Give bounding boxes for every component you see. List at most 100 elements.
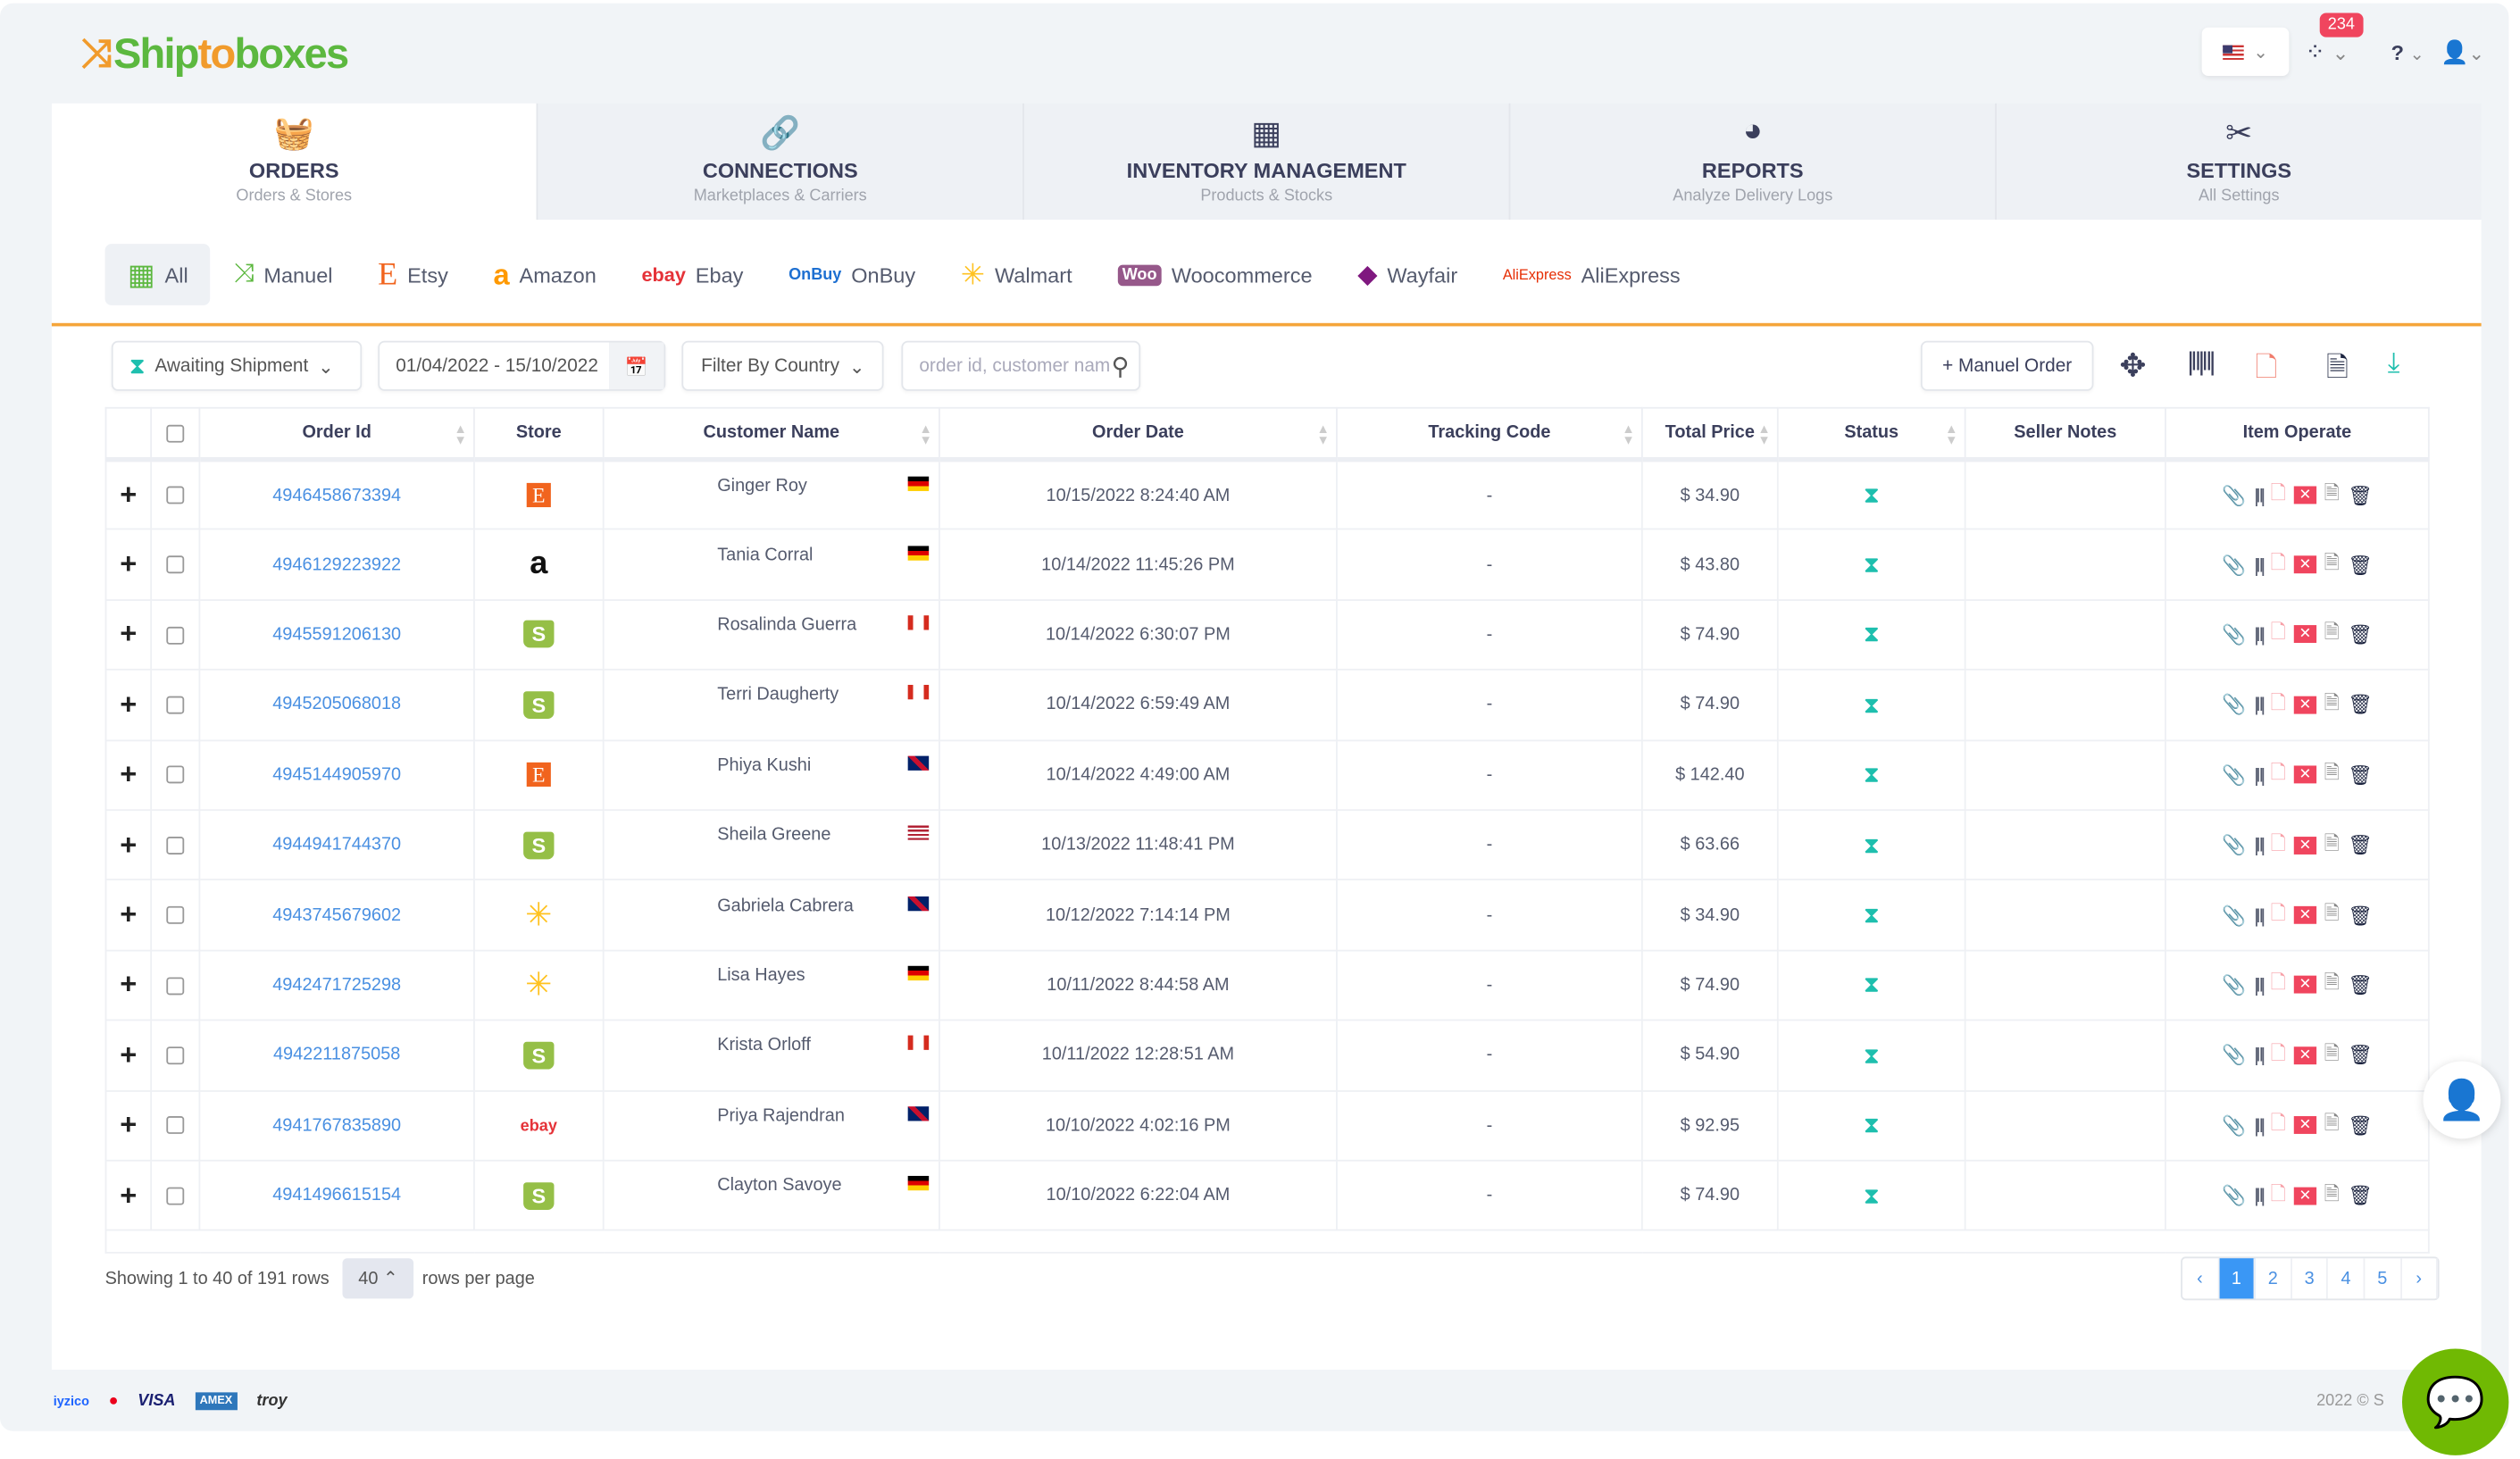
order-id-link[interactable]: 4945591206130 bbox=[198, 598, 475, 671]
file-icon[interactable]: 🗎 bbox=[2324, 1041, 2341, 1064]
file-icon[interactable]: 🗎 bbox=[2324, 830, 2341, 855]
attach-icon[interactable]: 📎 bbox=[2222, 973, 2247, 997]
store-tab-onbuy[interactable]: OnBuy OnBuy bbox=[789, 262, 916, 288]
barcode-icon[interactable]: |‖| bbox=[2254, 1184, 2265, 1207]
store-tab-walmart[interactable]: ✳ Walmart bbox=[960, 257, 1072, 290]
cancel-icon[interactable]: ✕ bbox=[2294, 765, 2316, 784]
page-button[interactable]: 5 bbox=[2365, 1258, 2402, 1299]
barcode-icon[interactable]: |‖| bbox=[2254, 553, 2265, 577]
attach-icon[interactable]: 📎 bbox=[2222, 1044, 2247, 1067]
search-input[interactable]: order id, customer nam ⚲ bbox=[901, 340, 1141, 391]
file-icon[interactable]: 🗎 bbox=[2324, 901, 2341, 924]
file-icon[interactable]: 🗎 bbox=[2324, 551, 2341, 574]
expand-row-button[interactable]: + bbox=[104, 529, 153, 601]
attach-icon[interactable]: 📎 bbox=[2222, 553, 2247, 577]
store-tab-etsy[interactable]: E Etsy bbox=[378, 255, 448, 292]
delete-icon[interactable]: 🗑 bbox=[2348, 904, 2373, 927]
delete-icon[interactable]: 🗑 bbox=[2348, 1113, 2373, 1137]
expand-row-button[interactable]: + bbox=[104, 598, 153, 671]
expand-row-button[interactable]: + bbox=[104, 669, 153, 741]
barcode-icon[interactable]: |‖| bbox=[2254, 973, 2265, 997]
pdf-icon[interactable]: 🗋 bbox=[2270, 1181, 2287, 1205]
cancel-icon[interactable]: ✕ bbox=[2294, 1186, 2316, 1205]
attach-icon[interactable]: 📎 bbox=[2222, 693, 2247, 717]
page-button[interactable]: 3 bbox=[2292, 1258, 2329, 1299]
cancel-icon[interactable]: ✕ bbox=[2294, 1046, 2316, 1064]
expand-row-button[interactable]: + bbox=[104, 1019, 153, 1092]
prev-page-button[interactable]: ‹ bbox=[2182, 1258, 2219, 1299]
header-customer-name[interactable]: Customer Name ▲ ▼ bbox=[602, 406, 940, 463]
tab-settings[interactable]: ✂ SETTINGS All Settings bbox=[1997, 104, 2482, 220]
barcode-icon[interactable]: |‖| bbox=[2254, 833, 2265, 857]
expand-row-button[interactable]: + bbox=[104, 879, 153, 952]
page-button[interactable]: 4 bbox=[2328, 1258, 2366, 1299]
delete-icon[interactable]: 🗑 bbox=[2348, 623, 2373, 646]
cancel-icon[interactable]: ✕ bbox=[2294, 836, 2316, 855]
row-checkbox[interactable] bbox=[150, 669, 201, 741]
delete-icon[interactable]: 🗑 bbox=[2348, 553, 2373, 577]
language-selector[interactable]: ⌄ bbox=[2201, 27, 2290, 77]
file-icon[interactable]: 🗎 bbox=[2324, 1111, 2341, 1135]
attach-icon[interactable]: 📎 bbox=[2222, 904, 2247, 927]
row-checkbox[interactable] bbox=[150, 529, 201, 601]
order-id-link[interactable]: 4941767835890 bbox=[198, 1089, 475, 1162]
support-avatar-button[interactable]: 👤 bbox=[2423, 1061, 2501, 1139]
row-checkbox[interactable] bbox=[150, 879, 201, 952]
tab-orders[interactable]: 🧺 ORDERS Orders & Stores bbox=[51, 103, 538, 221]
chat-button[interactable]: 💬 bbox=[2401, 1348, 2509, 1455]
delete-icon[interactable]: 🗑 bbox=[2348, 833, 2373, 857]
cancel-icon[interactable]: ✕ bbox=[2294, 625, 2316, 644]
brand-logo[interactable]: ⤨ Ship to boxes bbox=[80, 29, 349, 78]
order-id-link[interactable]: 4942211875058 bbox=[198, 1019, 475, 1092]
pdf-icon[interactable]: 🗋 bbox=[2270, 621, 2287, 644]
tab-reports[interactable]: ◕ REPORTS Analyze Delivery Logs bbox=[1510, 103, 1997, 221]
apps-menu-button[interactable]: ⁘ ⌄ bbox=[2305, 38, 2349, 67]
select-all-checkbox[interactable] bbox=[150, 406, 201, 463]
date-range-input[interactable]: 01/04/2022 - 15/10/2022 📅 bbox=[378, 340, 666, 391]
pdf-icon[interactable]: 🗋 bbox=[2270, 481, 2287, 504]
pdf-icon[interactable]: 🗋 bbox=[2270, 1041, 2287, 1064]
order-id-link[interactable]: 4945205068018 bbox=[198, 669, 475, 741]
attach-icon[interactable]: 📎 bbox=[2222, 623, 2247, 646]
country-filter-dropdown[interactable]: Filter By Country ⌄ bbox=[681, 340, 884, 391]
cancel-icon[interactable]: ✕ bbox=[2294, 1116, 2316, 1135]
page-button[interactable]: 2 bbox=[2256, 1258, 2292, 1299]
status-filter-dropdown[interactable]: ⧗ Awaiting Shipment ⌄ bbox=[111, 340, 363, 391]
file-icon[interactable]: 🗎 bbox=[2324, 761, 2341, 784]
row-checkbox[interactable] bbox=[150, 598, 201, 671]
cancel-icon[interactable]: ✕ bbox=[2294, 905, 2316, 924]
row-checkbox[interactable] bbox=[150, 809, 201, 881]
delete-icon[interactable]: 🗑 bbox=[2348, 973, 2373, 997]
delete-icon[interactable]: 🗑 bbox=[2348, 693, 2373, 717]
page-size-select[interactable]: 40 ⌃ bbox=[342, 1258, 414, 1299]
row-checkbox[interactable] bbox=[150, 1089, 201, 1162]
manual-order-button[interactable]: + Manuel Order bbox=[1920, 340, 2094, 391]
expand-row-button[interactable]: + bbox=[104, 458, 153, 531]
pdf-icon[interactable]: 🗋 bbox=[2270, 761, 2287, 784]
delete-icon[interactable]: 🗑 bbox=[2348, 484, 2373, 507]
expand-row-button[interactable]: + bbox=[104, 809, 153, 881]
attach-icon[interactable]: 📎 bbox=[2222, 1184, 2247, 1207]
cancel-icon[interactable]: ✕ bbox=[2294, 486, 2316, 504]
row-checkbox[interactable] bbox=[150, 738, 201, 812]
order-id-link[interactable]: 4942471725298 bbox=[198, 949, 475, 1021]
expand-row-button[interactable]: + bbox=[104, 1089, 153, 1162]
pdf-icon[interactable]: 🗋 bbox=[2270, 1111, 2287, 1135]
tab-inventory[interactable]: ▦ INVENTORY MANAGEMENT Products & Stocks bbox=[1024, 103, 1511, 221]
attach-icon[interactable]: 📎 bbox=[2222, 1113, 2247, 1137]
file-icon[interactable]: 🗎 bbox=[2324, 621, 2341, 644]
barcode-icon[interactable]: |‖| bbox=[2254, 904, 2265, 927]
pdf-icon[interactable]: 🗋 bbox=[2270, 971, 2287, 995]
cancel-icon[interactable]: ✕ bbox=[2294, 976, 2316, 995]
order-id-link[interactable]: 4944941744370 bbox=[198, 809, 475, 881]
store-tab-amazon[interactable]: a Amazon bbox=[493, 257, 597, 290]
cancel-icon[interactable]: ✕ bbox=[2294, 555, 2316, 574]
barcode-icon[interactable]: |‖| bbox=[2254, 763, 2265, 787]
barcode-icon[interactable]: |‖|‖| bbox=[2187, 348, 2215, 377]
header-total-price[interactable]: Total Price ▲ ▼ bbox=[1640, 406, 1779, 463]
header-tracking-code[interactable]: Tracking Code ▲ ▼ bbox=[1336, 406, 1643, 463]
user-menu-button[interactable]: 👤⌄ bbox=[2441, 38, 2485, 64]
pdf-icon[interactable]: 🗋 bbox=[2270, 901, 2287, 924]
header-order-id[interactable]: Order Id ▲ ▼ bbox=[198, 406, 475, 463]
next-page-button[interactable]: › bbox=[2401, 1258, 2439, 1299]
